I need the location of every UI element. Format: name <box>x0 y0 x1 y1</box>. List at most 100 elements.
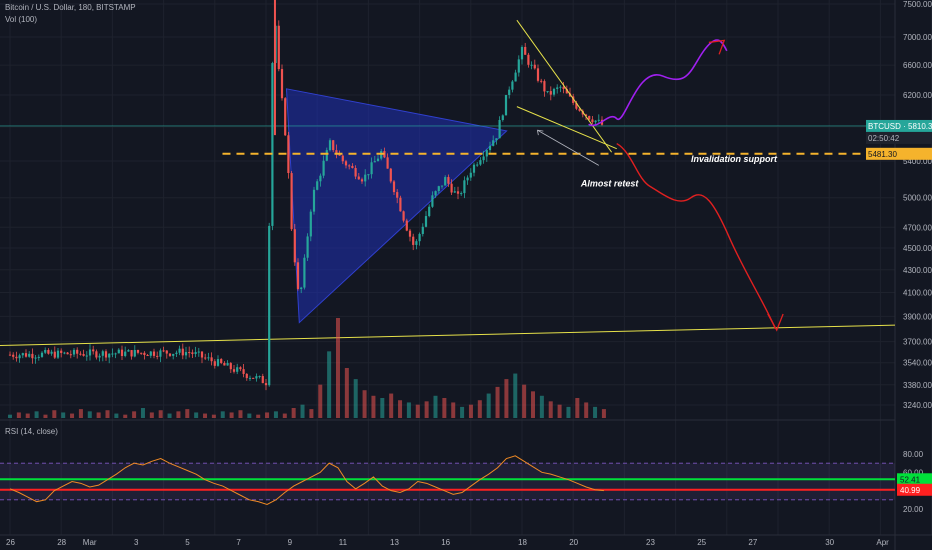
volume-bar <box>149 412 154 418</box>
candle-body <box>504 94 508 116</box>
candle-body <box>191 352 194 354</box>
volume-bar <box>34 411 39 418</box>
candle-body <box>386 157 389 169</box>
candle-body <box>178 348 181 353</box>
candle-body <box>50 351 53 354</box>
volume-bar <box>406 402 411 418</box>
date-tick-label: 27 <box>748 538 757 547</box>
candle-body <box>264 383 268 386</box>
volume-bar <box>415 404 420 418</box>
volume-bar <box>167 413 172 418</box>
date-tick-label: Mar <box>83 538 97 547</box>
candle-body <box>8 354 12 356</box>
candle-body <box>520 46 524 60</box>
volume-bar <box>486 393 491 418</box>
candle-body <box>31 353 34 359</box>
candle-body <box>546 91 549 93</box>
candle-body <box>28 353 31 357</box>
volume-bar <box>123 414 128 418</box>
volume-bar <box>220 411 225 418</box>
candle-body <box>88 349 92 356</box>
candle-body <box>594 120 597 123</box>
candle-body <box>194 352 197 354</box>
candle-body <box>376 158 380 162</box>
volume-bar <box>265 412 270 418</box>
candle-body <box>40 352 44 357</box>
candle-body <box>540 80 543 82</box>
candle-body <box>434 191 437 196</box>
price-tick-label: 6600.00 <box>903 61 932 70</box>
date-tick-label: 18 <box>518 538 527 547</box>
volume-bar <box>539 395 544 418</box>
date-tick-label: 7 <box>236 538 241 547</box>
bullish-projection-path <box>588 39 728 127</box>
price-tick-label: 4100.00 <box>903 289 932 298</box>
candle-body <box>348 165 351 167</box>
candle-body <box>12 354 15 357</box>
candle-body <box>412 236 415 245</box>
candle-body <box>15 356 18 359</box>
candle-body <box>482 156 485 161</box>
volume-bar <box>495 386 500 418</box>
volume-bar <box>211 414 216 418</box>
volume-bar <box>575 398 580 418</box>
volume-legend[interactable]: Vol (100) <box>5 15 38 24</box>
candle-body <box>92 349 95 352</box>
rsi-lower-tag: 40.99 <box>900 486 921 495</box>
candle-body <box>453 191 456 193</box>
wedge-lower-line <box>516 106 617 150</box>
volume-bar <box>247 413 252 418</box>
candle-body <box>280 69 284 99</box>
candle-body <box>82 354 85 356</box>
candle-body <box>216 359 220 366</box>
candle-body <box>597 119 600 121</box>
candle-body <box>408 230 412 237</box>
candle-body <box>533 64 536 69</box>
candle-body <box>44 349 47 353</box>
date-tick-label: 20 <box>569 538 578 547</box>
volume-bar <box>96 412 101 418</box>
candle-body <box>447 177 450 184</box>
date-tick-label: 23 <box>646 538 655 547</box>
candle-body <box>296 262 300 289</box>
symbol-legend[interactable]: Bitcoin / U.S. Dollar, 180, BITSTAMP <box>5 3 136 12</box>
candle-body <box>220 359 223 363</box>
candle-body <box>120 349 124 356</box>
candle-body <box>37 356 40 358</box>
price-tick-label: 5400.00 <box>903 157 932 166</box>
candle-body <box>562 86 565 90</box>
candle-body <box>53 351 56 358</box>
volume-bar <box>433 395 438 418</box>
date-tick-label: 3 <box>134 538 139 547</box>
price-tick-label: 3900.00 <box>903 312 932 321</box>
volume-bar <box>398 400 403 418</box>
symbol-price-tag-bg <box>866 119 932 132</box>
candle-body <box>354 168 357 177</box>
candle-body <box>431 195 434 207</box>
volume-bar <box>327 351 332 418</box>
rsi-legend[interactable]: RSI (14, close) <box>5 427 58 436</box>
candle-body <box>200 351 204 358</box>
candle-body <box>130 350 133 357</box>
candle-body <box>24 353 28 357</box>
candle-body <box>549 91 552 95</box>
candle-body <box>463 180 466 194</box>
volume-bar <box>557 404 562 418</box>
volume-bar <box>282 413 287 418</box>
volume-bar <box>353 379 358 418</box>
date-tick-label: 13 <box>390 538 399 547</box>
price-tick-label: 3380.00 <box>903 381 932 390</box>
volume-bar <box>203 413 208 418</box>
candle-body <box>156 355 159 357</box>
volume-bar <box>291 408 296 418</box>
candle-body <box>258 376 261 378</box>
volume-bar <box>601 409 606 418</box>
rsi-tick-label: 60.00 <box>903 468 924 477</box>
volume-bar <box>238 410 243 418</box>
rsi-upper-tag: 52.41 <box>900 475 921 484</box>
symbol-price-tag: BTCUSD · 5810.34 <box>868 122 932 131</box>
volume-bar <box>593 406 598 418</box>
volume-bar <box>8 414 12 418</box>
